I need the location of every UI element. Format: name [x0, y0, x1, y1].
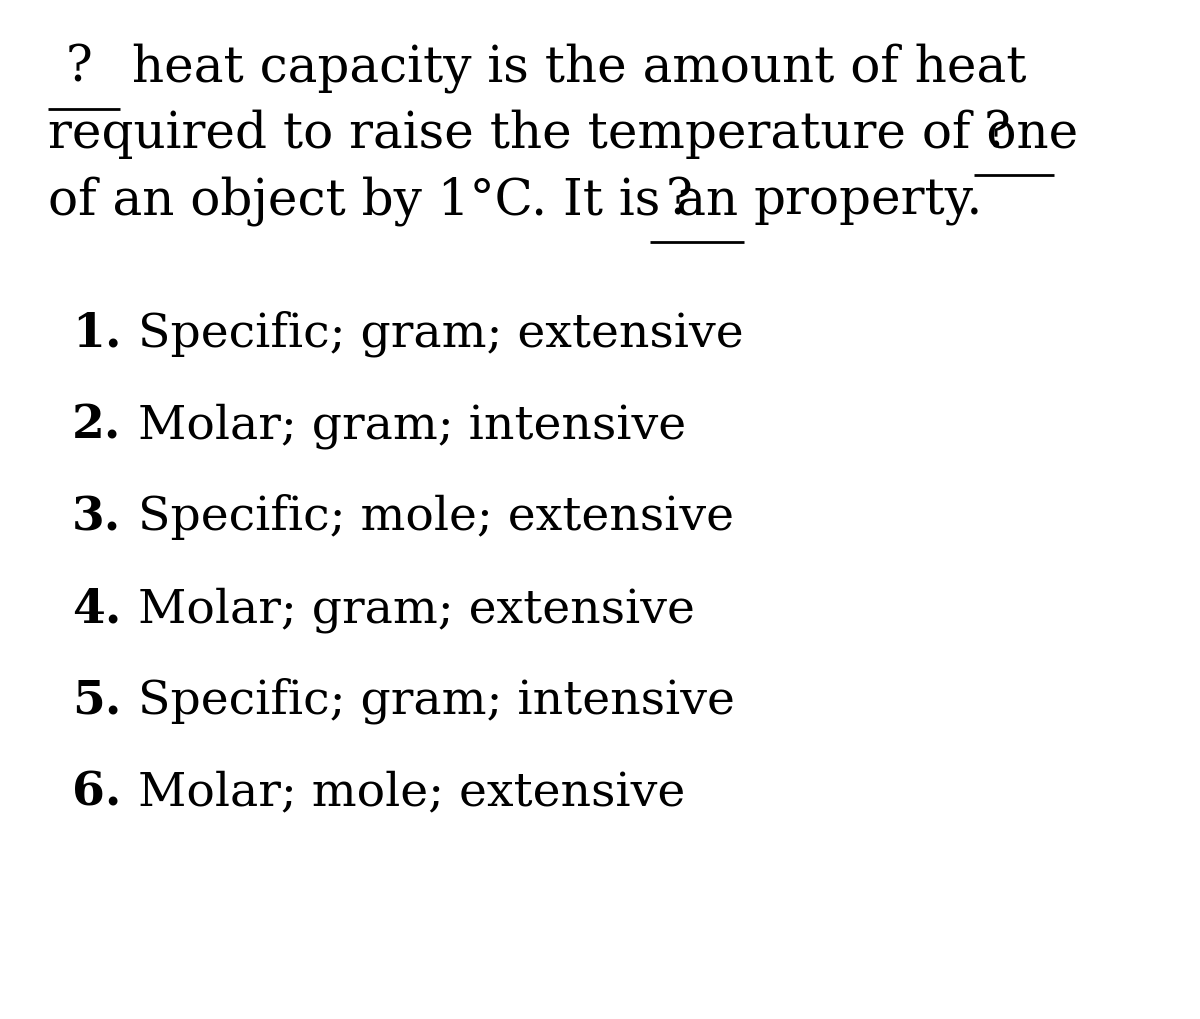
Text: 5.: 5.: [72, 678, 121, 723]
Text: heat capacity is the amount of heat: heat capacity is the amount of heat: [132, 43, 1026, 93]
Text: 2.: 2.: [72, 403, 121, 448]
Text: 4.: 4.: [72, 586, 121, 632]
Text: 3.: 3.: [72, 494, 121, 540]
Text: 1.: 1.: [72, 311, 121, 357]
Text: required to raise the temperature of one: required to raise the temperature of one: [48, 109, 1079, 159]
Text: 6.: 6.: [72, 769, 121, 815]
Text: Molar; gram; extensive: Molar; gram; extensive: [138, 586, 695, 632]
Text: property.: property.: [754, 176, 983, 225]
Text: Molar; mole; extensive: Molar; mole; extensive: [138, 769, 685, 815]
Text: Specific; gram; extensive: Specific; gram; extensive: [138, 311, 744, 357]
Text: Molar; gram; intensive: Molar; gram; intensive: [138, 403, 686, 448]
Text: ?: ?: [666, 175, 692, 225]
Text: Specific; mole; extensive: Specific; mole; extensive: [138, 494, 734, 540]
Text: of an object by 1°C. It is an: of an object by 1°C. It is an: [48, 175, 738, 225]
Text: Specific; gram; intensive: Specific; gram; intensive: [138, 678, 734, 723]
Text: ?: ?: [66, 43, 92, 93]
Text: ?: ?: [984, 109, 1010, 159]
